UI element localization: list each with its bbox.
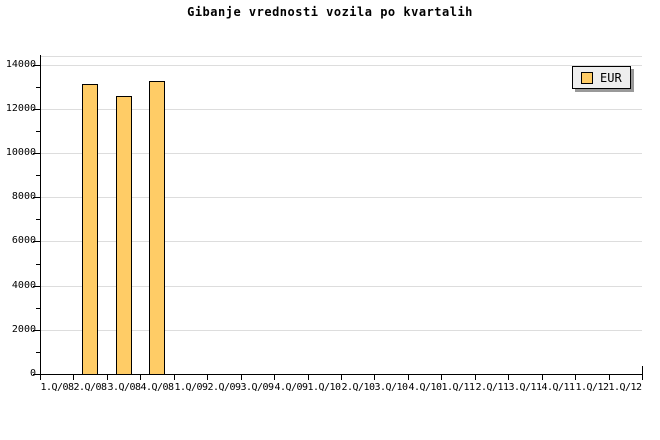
- x-tick: [475, 375, 476, 380]
- x-tick-label: 2.Q/09: [207, 382, 241, 393]
- y-minor-tick: [36, 308, 40, 309]
- x-tick: [207, 375, 208, 380]
- x-tick-label: 1.Q/12: [575, 382, 609, 393]
- bar: [149, 81, 165, 375]
- x-tick-label: 3.Q/11: [508, 382, 542, 393]
- y-major-tick: [33, 197, 40, 198]
- y-gridline: [41, 109, 642, 110]
- x-tick: [308, 375, 309, 380]
- x-tick: [274, 375, 275, 380]
- y-major-tick: [33, 241, 40, 242]
- x-tick-label: 4.Q/08: [140, 382, 174, 393]
- y-major-tick: [33, 65, 40, 66]
- y-tick-label: 10000: [5, 147, 36, 158]
- x-tick-label: 1.Q/12: [608, 382, 642, 393]
- x-tick: [341, 375, 342, 380]
- y-tick-label: 12000: [5, 103, 36, 114]
- y-tick-label: 2000: [11, 324, 36, 335]
- x-tick-label: 4.Q/11: [541, 382, 575, 393]
- y-major-tick: [33, 109, 40, 110]
- x-tick: [441, 375, 442, 380]
- x-tick: [408, 375, 409, 380]
- y-tick-label: 8000: [11, 191, 36, 202]
- y-major-tick: [33, 286, 40, 287]
- y-major-tick: [33, 330, 40, 331]
- y-minor-tick: [36, 352, 40, 353]
- x-tick: [642, 375, 643, 380]
- y-tick-label: 14000: [5, 59, 36, 70]
- x-tick: [40, 375, 41, 380]
- x-tick-label: 1.Q/08: [40, 382, 74, 393]
- x-tick-label: 3.Q/10: [374, 382, 408, 393]
- x-tick: [575, 375, 576, 380]
- legend-series-label: EUR: [600, 70, 622, 85]
- x-axis-line: [40, 374, 643, 375]
- y-tick-label: 6000: [11, 235, 36, 246]
- x-tick-label: 4.Q/09: [274, 382, 308, 393]
- y-gridline: [41, 197, 642, 198]
- y-minor-tick: [36, 131, 40, 132]
- y-gridline: [41, 286, 642, 287]
- x-tick-label: 2.Q/10: [341, 382, 375, 393]
- y-minor-tick: [36, 264, 40, 265]
- chart-title: Gibanje vrednosti vozila po kvartalih: [187, 5, 473, 19]
- x-tick-label: 2.Q/08: [73, 382, 107, 393]
- x-axis-end-tick: [642, 366, 643, 374]
- y-minor-tick: [36, 219, 40, 220]
- x-tick: [609, 375, 610, 380]
- x-tick: [508, 375, 509, 380]
- y-gridline: [41, 153, 642, 154]
- x-tick-label: 4.Q/10: [408, 382, 442, 393]
- bar: [82, 84, 98, 375]
- x-tick: [73, 375, 74, 380]
- y-major-tick: [33, 374, 40, 375]
- x-tick-label: 3.Q/09: [240, 382, 274, 393]
- legend-box: EUR: [572, 66, 631, 89]
- plot-top-border: [40, 56, 642, 57]
- x-tick: [107, 375, 108, 380]
- x-tick-label: 1.Q/09: [174, 382, 208, 393]
- x-tick-label: 1.Q/11: [441, 382, 475, 393]
- x-tick: [542, 375, 543, 380]
- y-gridline: [41, 241, 642, 242]
- y-gridline: [41, 65, 642, 66]
- x-tick: [241, 375, 242, 380]
- y-major-tick: [33, 153, 40, 154]
- y-minor-tick: [36, 87, 40, 88]
- x-tick-label: 2.Q/11: [475, 382, 509, 393]
- x-tick: [174, 375, 175, 380]
- x-tick-label: 1.Q/10: [307, 382, 341, 393]
- legend-swatch-icon: [581, 71, 593, 84]
- y-minor-tick: [36, 175, 40, 176]
- y-tick-label: 0: [29, 368, 36, 379]
- y-axis-line: [40, 55, 41, 375]
- y-gridline: [41, 330, 642, 331]
- x-tick: [374, 375, 375, 380]
- bar: [116, 96, 132, 375]
- y-tick-label: 4000: [11, 280, 36, 291]
- x-tick: [140, 375, 141, 380]
- x-tick-label: 3.Q/08: [107, 382, 141, 393]
